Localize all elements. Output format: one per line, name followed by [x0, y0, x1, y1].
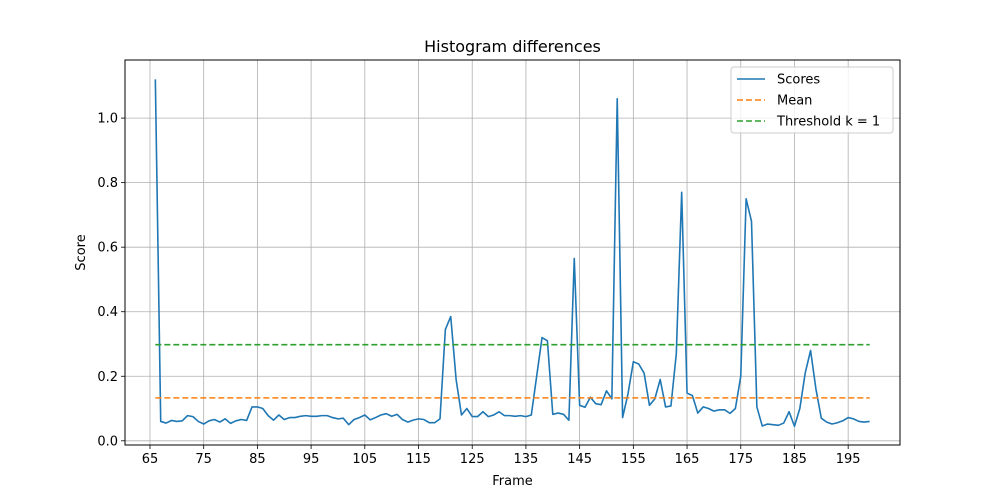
x-tick-label: 95 [303, 452, 320, 467]
y-tick-label: 0.0 [97, 434, 118, 449]
x-tick-label: 165 [675, 452, 700, 467]
x-tick-label: 125 [460, 452, 485, 467]
x-tick-label: 195 [836, 452, 861, 467]
y-tick-label: 0.8 [97, 176, 118, 191]
legend-label: Scores [777, 73, 820, 88]
ticks: 65 75 85 95 105 115 125 135 145 155 165 175 185 195 0.… [97, 112, 860, 467]
x-tick-label: 85 [249, 452, 266, 467]
legend-label: Mean [777, 94, 812, 109]
x-tick-label: 115 [406, 452, 431, 467]
y-axis-label: Score [74, 234, 89, 270]
x-tick-label: 65 [142, 452, 159, 467]
series-line-scores [154, 79, 870, 428]
y-tick-label: 0.6 [97, 241, 118, 256]
plot-area-frame [124, 59, 901, 446]
legend: Scores Mean Threshold k = 1 [730, 66, 894, 134]
x-tick-label: 155 [621, 452, 646, 467]
x-tick-label: 135 [514, 452, 539, 467]
legend-label: Threshold k = 1 [776, 115, 880, 130]
x-tick-label: 105 [352, 452, 377, 467]
y-tick-label: 0.4 [97, 305, 118, 320]
x-tick-label: 145 [567, 452, 592, 467]
legend-box [730, 66, 894, 134]
y-tick-label: 0.2 [97, 370, 118, 385]
series-layer [154, 79, 870, 428]
x-tick-label: 185 [782, 452, 807, 467]
chart-title: Histogram differences [424, 37, 601, 56]
x-axis-label: Frame [492, 474, 533, 489]
y-tick-label: 1.0 [97, 112, 118, 127]
x-tick-label: 175 [728, 452, 753, 467]
x-tick-label: 75 [195, 452, 212, 467]
